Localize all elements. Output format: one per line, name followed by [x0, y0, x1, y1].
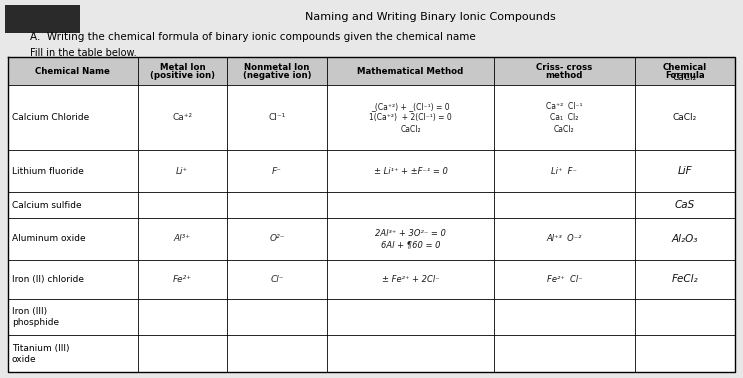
Text: 2Al³⁺ + 3O²⁻ = 0
6Al + ¶60 = 0: 2Al³⁺ + 3O²⁻ = 0 6Al + ¶60 = 0 — [375, 229, 446, 249]
Text: Ca⁺²  Cl⁻¹
Ca₁  Cl₂
CaCl₂: Ca⁺² Cl⁻¹ Ca₁ Cl₂ CaCl₂ — [546, 102, 583, 133]
Text: Al⁺³  O⁻²: Al⁺³ O⁻² — [547, 234, 582, 243]
Text: Calcium sulfide: Calcium sulfide — [12, 200, 82, 209]
Text: Nonmetal Ion: Nonmetal Ion — [244, 62, 310, 71]
Text: Calcium Chloride: Calcium Chloride — [12, 113, 89, 122]
Text: ± Li¹⁺ + ±F⁻¹ = 0: ± Li¹⁺ + ±F⁻¹ = 0 — [374, 167, 447, 176]
Text: LiF: LiF — [678, 166, 692, 176]
Text: method: method — [545, 71, 583, 81]
Text: Aluminum oxide: Aluminum oxide — [12, 234, 85, 243]
Text: Fe²⁺  Cl⁻: Fe²⁺ Cl⁻ — [547, 275, 583, 284]
Text: (positive ion): (positive ion) — [150, 71, 215, 81]
Text: CaCl₂: CaCl₂ — [673, 73, 697, 82]
Text: Lithium fluoride: Lithium fluoride — [12, 167, 84, 176]
Text: CaCl₂: CaCl₂ — [673, 113, 697, 122]
Text: Metal Ion: Metal Ion — [160, 62, 205, 71]
Text: A.  Writing the chemical formula of binary ionic compounds given the chemical na: A. Writing the chemical formula of binar… — [30, 32, 476, 42]
Text: O²⁻: O²⁻ — [269, 234, 285, 243]
Text: F⁻: F⁻ — [272, 167, 282, 176]
Text: Fe²⁺: Fe²⁺ — [173, 275, 192, 284]
Text: (negative ion): (negative ion) — [243, 71, 311, 81]
Text: Li⁺: Li⁺ — [176, 167, 189, 176]
Text: Ca⁺²: Ca⁺² — [172, 113, 192, 122]
Text: Chemical: Chemical — [663, 62, 707, 71]
Text: Li⁺  F⁻: Li⁺ F⁻ — [551, 167, 577, 176]
Bar — [8, 57, 735, 85]
Text: Iron (III)
phosphide: Iron (III) phosphide — [12, 307, 59, 327]
Text: Formula: Formula — [665, 71, 705, 81]
Text: Iron (II) chloride: Iron (II) chloride — [12, 275, 84, 284]
Text: Cl⁻: Cl⁻ — [270, 275, 284, 284]
Bar — [5, 5, 80, 33]
Text: Fill in the table below.: Fill in the table below. — [30, 48, 137, 58]
Text: Titanium (III)
oxide: Titanium (III) oxide — [12, 344, 70, 364]
Text: Al³⁺: Al³⁺ — [174, 234, 191, 243]
Bar — [8, 57, 735, 372]
Text: Al₂O₃: Al₂O₃ — [672, 234, 698, 244]
Text: Naming and Writing Binary Ionic Compounds: Naming and Writing Binary Ionic Compound… — [305, 12, 555, 22]
Text: ± Fe²⁺ + 2Cl⁻: ± Fe²⁺ + 2Cl⁻ — [382, 275, 439, 284]
Text: Chemical Name: Chemical Name — [36, 67, 111, 76]
Text: _(Ca⁺²) + _(Cl⁻¹) = 0
1(Ca⁺²)  + 2(Cl⁻¹) = 0
CaCl₂: _(Ca⁺²) + _(Cl⁻¹) = 0 1(Ca⁺²) + 2(Cl⁻¹) … — [369, 102, 452, 133]
Text: Cl⁻¹: Cl⁻¹ — [268, 113, 285, 122]
Text: Criss- cross: Criss- cross — [536, 62, 592, 71]
Text: FeCl₂: FeCl₂ — [672, 274, 698, 284]
Text: Mathematical Method: Mathematical Method — [357, 67, 464, 76]
Text: CaS: CaS — [675, 200, 695, 210]
